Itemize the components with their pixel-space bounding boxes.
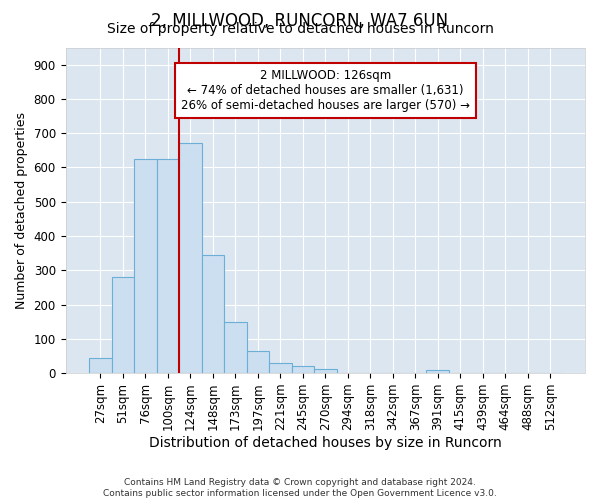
Bar bbox=[202, 255, 224, 373]
Bar bbox=[314, 369, 337, 373]
Bar bbox=[224, 322, 247, 373]
Bar bbox=[292, 366, 314, 373]
Bar bbox=[427, 370, 449, 373]
Text: 2 MILLWOOD: 126sqm
← 74% of detached houses are smaller (1,631)
26% of semi-deta: 2 MILLWOOD: 126sqm ← 74% of detached hou… bbox=[181, 68, 470, 112]
Bar bbox=[157, 159, 179, 373]
Text: Contains HM Land Registry data © Crown copyright and database right 2024.
Contai: Contains HM Land Registry data © Crown c… bbox=[103, 478, 497, 498]
Bar bbox=[112, 277, 134, 373]
Y-axis label: Number of detached properties: Number of detached properties bbox=[15, 112, 28, 309]
Text: Size of property relative to detached houses in Runcorn: Size of property relative to detached ho… bbox=[107, 22, 493, 36]
Bar bbox=[134, 159, 157, 373]
Bar bbox=[179, 144, 202, 373]
Bar bbox=[247, 351, 269, 373]
Text: 2, MILLWOOD, RUNCORN, WA7 6UN: 2, MILLWOOD, RUNCORN, WA7 6UN bbox=[151, 12, 449, 30]
Bar bbox=[89, 358, 112, 373]
X-axis label: Distribution of detached houses by size in Runcorn: Distribution of detached houses by size … bbox=[149, 436, 502, 450]
Bar bbox=[269, 363, 292, 373]
